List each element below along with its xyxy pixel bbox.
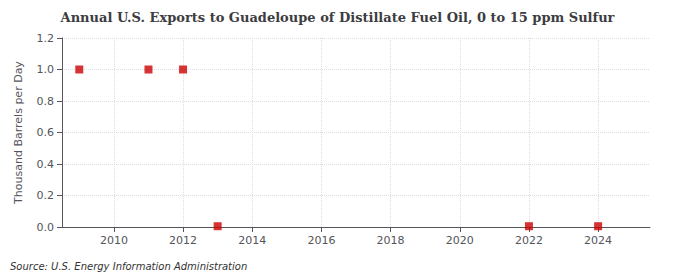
svg-text:2016: 2016 (307, 234, 335, 247)
svg-text:2022: 2022 (515, 234, 543, 247)
svg-text:2010: 2010 (100, 234, 128, 247)
svg-text:0.8: 0.8 (37, 95, 55, 108)
svg-text:0.0: 0.0 (37, 221, 55, 234)
svg-text:0.6: 0.6 (37, 126, 55, 139)
svg-text:0.4: 0.4 (37, 158, 55, 171)
svg-text:1.0: 1.0 (37, 63, 55, 76)
svg-text:2024: 2024 (584, 234, 612, 247)
svg-text:Thousand Barrels per Day: Thousand Barrels per Day (12, 61, 25, 205)
svg-text:Source: U.S. Energy Informatio: Source: U.S. Energy Information Administ… (10, 261, 247, 272)
svg-text:2018: 2018 (377, 234, 405, 247)
svg-text:2020: 2020 (446, 234, 474, 247)
svg-text:2014: 2014 (238, 234, 266, 247)
svg-text:Annual U.S. Exports to Guadelo: Annual U.S. Exports to Guadeloupe of Dis… (60, 10, 615, 25)
svg-text:1.2: 1.2 (37, 32, 55, 45)
svg-text:0.2: 0.2 (37, 189, 55, 202)
svg-text:2012: 2012 (169, 234, 197, 247)
